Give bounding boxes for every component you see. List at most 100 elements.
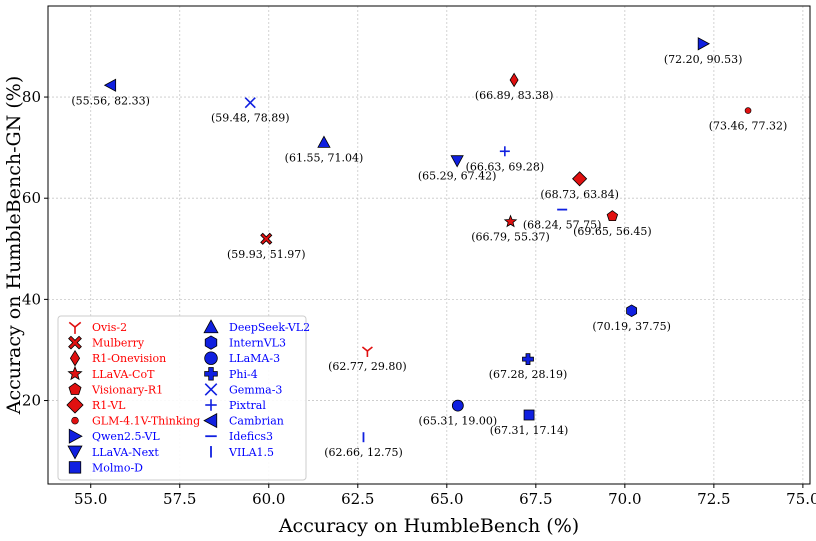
point-phi-4 [522,353,534,366]
legend-item-r1-vl: R1-VL [66,396,126,414]
point-r1-onevision [509,72,519,88]
legend-item-visionary-r1: Visionary-R1 [68,382,163,396]
point-molmo-d [523,409,535,421]
legend-item-glm-4-1v-thinking: GLM-4.1V-Thinking [71,415,200,428]
legend-label-llava-next: LLaVA-Next [92,446,159,459]
legend-marker-llava-next [67,445,83,460]
point-deepseek-vl2 [317,135,331,148]
legend-item-internvl3: InternVL3 [204,335,286,350]
x-tick-label: 67.5 [519,490,552,508]
legend-item-vila1-5: VILA1.5 [210,446,274,459]
data-points [103,37,752,443]
legend-item-llava-next: LLaVA-Next [67,445,159,460]
point-label-qwen2-5-vl: (72.20, 90.53) [664,53,743,66]
legend-label-deepseek-vl2: DeepSeek-VL2 [229,321,310,334]
legend-label-gemma-3: Gemma-3 [229,383,282,396]
legend-marker-mulberry [68,335,82,350]
y-axis-title: Accuracy on HumbleBench-GN (%) [3,76,25,416]
legend-marker-deepseek-vl2 [203,319,219,334]
y-tick-label: 20 [22,392,41,410]
legend-item-deepseek-vl2: DeepSeek-VL2 [203,319,310,334]
legend-label-r1-onevision: R1-Onevision [92,352,166,365]
legend-marker-llama-3 [204,351,218,365]
point-label-llava-next: (65.29, 67.42) [418,170,497,183]
legend: Ovis-2 Mulberry R1-Onevision LLaVA-CoT Visio… [57,315,310,481]
legend-marker-r1-onevision [69,349,81,367]
point-qwen2-5-vl [697,37,711,51]
point-label-internvl3: (70.19, 37.75) [592,320,671,333]
point-label-cambrian: (55.56, 82.33) [71,94,150,107]
x-tick-label: 60.0 [252,490,285,508]
x-tick-label: 75.0 [786,490,816,508]
legend-label-ovis-2: Ovis-2 [92,321,127,334]
legend-item-llava-cot: LLaVA-CoT [67,365,155,381]
legend-label-llava-cot: LLaVA-CoT [92,368,155,381]
legend-box [57,315,307,481]
legend-marker-glm-4-1v-thinking [71,416,79,425]
point-label-pixtral: (66.63, 69.28) [466,160,545,173]
point-label-phi-4: (67.28, 28.19) [489,368,568,381]
legend-label-idefics3: Idefics3 [229,430,273,443]
legend-marker-phi-4 [204,367,218,381]
point-label-molmo-d: (67.31, 17.14) [490,424,569,437]
point-mulberry [260,232,273,245]
point-label-r1-onevision: (66.89, 83.38) [475,89,554,102]
legend-item-molmo-d: Molmo-D [68,461,143,474]
legend-marker-ovis-2 [68,321,82,334]
legend-label-pixtral: Pixtral [229,399,266,412]
axis-ticks: 55.0 57.5 60.0 62.5 65.0 67.5 70.0 72.5 75.0 20 40… [22,88,816,508]
legend-label-cambrian: Cambrian [229,415,284,428]
point-cambrian [103,78,117,92]
legend-marker-pixtral [205,399,217,411]
point-internvl3 [626,304,638,318]
legend-label-molmo-d: Molmo-D [92,461,143,474]
legend-marker-molmo-d [68,461,82,474]
point-llava-next [450,155,464,168]
point-pixtral [499,146,510,157]
x-tick-label: 57.5 [163,490,196,508]
y-tick-label: 60 [22,189,41,207]
legend-label-vila1-5: VILA1.5 [228,446,274,459]
legend-item-phi-4: Phi-4 [204,367,258,381]
point-ovis-2 [361,346,373,357]
legend-item-llama-3: LLaMA-3 [204,351,280,365]
point-label-ovis-2: (62.77, 29.80) [328,360,407,373]
legend-item-pixtral: Pixtral [205,399,266,412]
legend-label-visionary-r1: Visionary-R1 [91,383,163,396]
legend-label-r1-vl: R1-VL [92,399,126,412]
legend-item-qwen2-5-vl: Qwen2.5-VL [68,428,160,444]
legend-marker-internvl3 [204,335,218,350]
legend-label-internvl3: InternVL3 [229,337,286,350]
legend-label-phi-4: Phi-4 [229,368,258,381]
point-gemma-3 [244,97,256,109]
point-label-visionary-r1: (69.65, 56.45) [573,225,652,238]
point-label-glm-4-1v-thinking: (73.46, 77.32) [709,120,788,133]
point-visionary-r1 [606,210,619,222]
legend-item-mulberry: Mulberry [68,335,145,350]
legend-label-qwen2-5-vl: Qwen2.5-VL [92,430,160,443]
legend-marker-llava-cot [67,365,83,381]
point-label-mulberry: (59.93, 51.97) [227,248,306,261]
legend-marker-r1-vl [66,396,84,414]
legend-label-mulberry: Mulberry [92,337,145,350]
x-tick-label: 62.5 [341,490,374,508]
point-label-vila1-5: (62.66, 12.75) [324,446,403,459]
x-tick-label: 65.0 [430,490,463,508]
point-label-gemma-3: (59.48, 78.89) [211,112,290,125]
legend-label-llama-3: LLaMA-3 [229,352,280,365]
legend-item-cambrian: Cambrian [203,413,284,429]
legend-marker-qwen2-5-vl [68,428,83,444]
legend-item-idefics3: Idefics3 [205,430,273,443]
point-r1-vl [572,171,588,187]
legend-marker-cambrian [203,413,218,429]
point-label-r1-vl: (68.73, 63.84) [540,188,619,201]
point-label-deepseek-vl2: (61.55, 71.04) [285,151,364,164]
x-tick-label: 55.0 [74,490,107,508]
x-axis-title: Accuracy on HumbleBench (%) [278,515,579,537]
y-tick-label: 40 [22,290,41,308]
point-glm-4-1v-thinking [744,107,752,114]
point-label-llava-cot: (66.79, 55.37) [471,231,550,244]
point-label-idefics3: (68.24, 57.75) [523,219,602,232]
legend-item-r1-onevision: R1-Onevision [69,349,166,367]
